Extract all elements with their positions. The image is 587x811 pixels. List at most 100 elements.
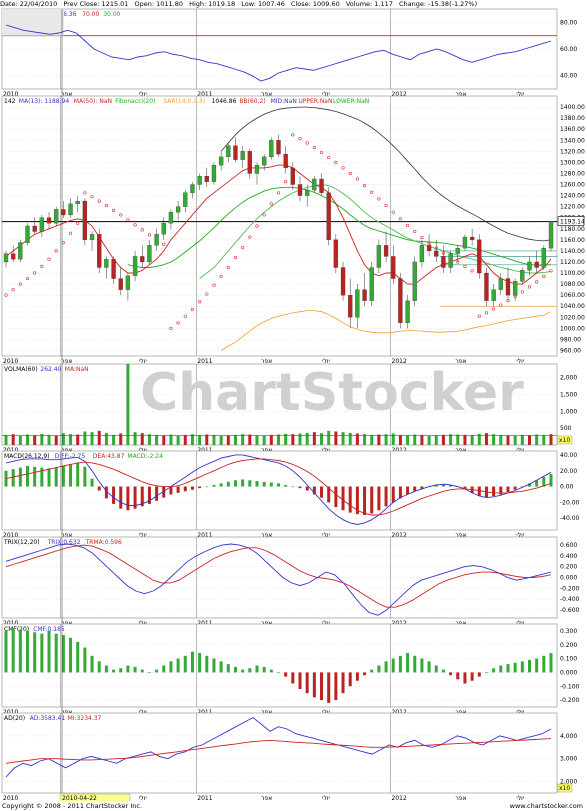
rsi-overbought-area <box>2 9 64 36</box>
sar-dot <box>97 199 101 203</box>
y-tick-label: -20.00 <box>560 499 580 506</box>
x-tick-label: 2012 <box>392 795 407 801</box>
candle-body <box>262 156 267 166</box>
bar <box>76 462 80 487</box>
sar-dot <box>413 229 417 234</box>
candle-body <box>426 245 432 252</box>
x-tick-label: יולי <box>139 91 147 98</box>
x-tick-label: אפר <box>61 447 72 454</box>
bar <box>176 435 180 445</box>
bar <box>190 651 194 673</box>
bar <box>241 479 245 487</box>
x-tick-label: יולי <box>516 709 524 716</box>
bar <box>312 486 316 495</box>
y-tick-label: 4,000 <box>560 733 577 740</box>
trma-line <box>5 544 552 608</box>
x-tick-label: אפר <box>261 358 272 365</box>
sar-dot <box>298 136 302 141</box>
y-tick-label: 1140.00 <box>560 248 585 255</box>
y-tick-label: 20.00 <box>560 468 577 475</box>
x-tick-label: 2012 <box>392 532 407 539</box>
sar-dot <box>54 249 58 253</box>
legend-entry: DIFF:-2.75 <box>55 453 86 460</box>
candle-body <box>520 270 525 282</box>
sar-dot <box>119 213 123 217</box>
y-tick-label: 1000.00 <box>560 325 585 332</box>
bar <box>226 664 230 673</box>
bar <box>190 434 194 445</box>
candle-body <box>362 289 367 301</box>
sar-dot <box>327 155 331 160</box>
x-tick-label: 2011 <box>197 91 212 98</box>
candle-body <box>534 261 539 268</box>
bar <box>97 661 101 673</box>
x-tick-label: 2010 <box>3 447 18 454</box>
bar <box>69 434 73 445</box>
ma13-line <box>5 164 552 285</box>
bar <box>413 434 417 445</box>
bar <box>198 435 202 445</box>
x-tick-label: אפר <box>61 532 72 539</box>
y-tick-label: 1280.00 <box>560 170 585 177</box>
candle-body <box>97 234 102 268</box>
bar <box>312 672 316 698</box>
candle-body <box>82 200 88 240</box>
bar <box>69 637 73 673</box>
bar <box>169 434 173 445</box>
bar <box>248 480 252 487</box>
bar <box>155 486 159 501</box>
sar-dot <box>398 217 403 221</box>
legend: AD(20) AD:3583.41 MI:3234.37 <box>4 715 102 722</box>
bar <box>83 466 87 487</box>
bar <box>334 672 338 701</box>
bar <box>427 661 431 673</box>
candle-body <box>233 145 238 160</box>
bar <box>477 486 481 497</box>
bar <box>363 672 367 676</box>
bar <box>4 630 8 673</box>
candle-body <box>498 278 503 290</box>
bar <box>212 434 216 445</box>
candle-body <box>132 256 138 276</box>
sar-dot <box>205 292 209 296</box>
legend-entry: TRMA:0.596 <box>85 539 122 546</box>
legend-entry: 70.00 <box>82 11 99 18</box>
candle-body <box>333 239 339 268</box>
panel-trix: 0.600 0.400 0.200 0.000 -0.200 -0.400 -0.600 20… <box>1 536 580 627</box>
sar-dot <box>549 269 553 273</box>
y-tick-label: 0.200 <box>560 564 577 571</box>
bar <box>427 435 431 445</box>
candle-body <box>348 294 353 318</box>
x-tick-label: 2010 <box>3 795 18 801</box>
candle-body <box>383 245 389 257</box>
cursor-date-label: 2010-04-22 <box>62 795 97 801</box>
bar <box>384 486 388 507</box>
bar <box>104 432 108 445</box>
macd-dea-line <box>5 458 552 516</box>
bar <box>398 486 402 499</box>
bar <box>355 486 359 515</box>
bar <box>162 435 166 445</box>
bar <box>291 486 295 488</box>
bar <box>26 434 30 445</box>
bar <box>477 672 481 677</box>
bar <box>470 435 474 445</box>
candle-body <box>283 153 288 169</box>
bar <box>126 364 130 445</box>
x-tick-label: יולי <box>139 447 147 454</box>
legend-entry: AD:3583.41 <box>30 715 66 722</box>
sar-dot <box>90 195 94 199</box>
x-tick-label: אפר <box>61 620 72 627</box>
bar <box>4 434 8 445</box>
sar-dot <box>162 242 166 246</box>
footer-site-link[interactable]: www.chartstocker.com <box>509 802 583 810</box>
y-tick-label: 1160.00 <box>560 237 585 244</box>
bar <box>377 486 381 511</box>
bar <box>463 434 467 445</box>
bar <box>327 486 331 503</box>
x-tick-label: 2012 <box>392 447 407 454</box>
bar <box>155 669 159 673</box>
header-close: Close: 1009.60 <box>290 0 340 8</box>
bar <box>112 486 116 504</box>
